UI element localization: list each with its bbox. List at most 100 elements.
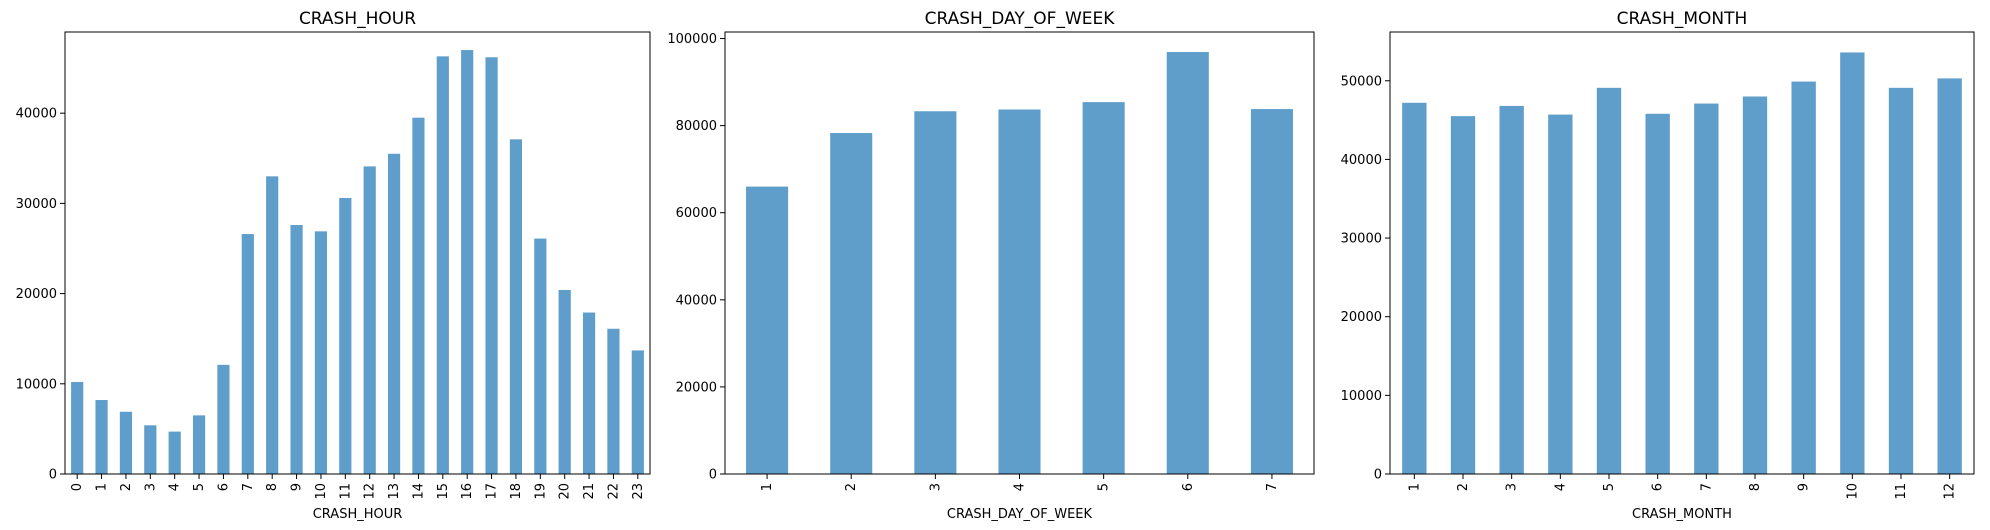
x-tick-label: 1 — [95, 483, 110, 491]
bar-4 — [1548, 114, 1573, 474]
bar-5 — [192, 415, 206, 474]
bar-12 — [1937, 78, 1962, 475]
y-tick-label: 0 — [1374, 468, 1382, 483]
x-axis-label: CRASH_HOUR — [313, 507, 403, 522]
x-tick-label: 12 — [363, 483, 378, 500]
y-tick-label: 20000 — [676, 380, 717, 395]
y-tick-label: 100000 — [667, 32, 717, 47]
x-tick-label: 13 — [387, 483, 402, 500]
x-tick-label: 10 — [314, 483, 329, 500]
bar-12 — [363, 166, 376, 474]
x-tick-label: 9 — [1797, 483, 1812, 491]
x-tick-label: 21 — [582, 483, 597, 500]
x-tick-label: 11 — [1894, 483, 1909, 500]
y-tick-label: 40000 — [16, 107, 57, 122]
x-tick-label: 10 — [1845, 483, 1860, 500]
y-tick-label: 30000 — [16, 197, 57, 212]
bar-23 — [631, 350, 644, 474]
plot-frame — [64, 31, 651, 475]
x-tick-label: 8 — [1748, 483, 1763, 491]
x-tick-label: 17 — [485, 483, 500, 500]
x-tick-label: 19 — [533, 483, 548, 500]
bar-6 — [1645, 113, 1670, 474]
bar-9 — [290, 225, 303, 474]
y-tick-label: 80000 — [676, 119, 717, 134]
bar-14 — [412, 117, 425, 474]
bar-8 — [1742, 96, 1768, 475]
x-tick-label: 6 — [1651, 483, 1666, 491]
x-tick-label: 0 — [70, 483, 85, 491]
chart-3: 1 2 3 4 5 6 7 8 9 10 11 120100002000030000400005000… — [1341, 9, 1975, 522]
plot-frame — [1389, 31, 1975, 475]
x-tick-label: 6 — [1181, 483, 1196, 491]
bar-2 — [1450, 116, 1476, 475]
chart-title: CRASH_MONTH — [1617, 9, 1748, 29]
y-tick-label: 0 — [49, 468, 57, 483]
x-tick-label: 5 — [1097, 483, 1112, 491]
bar-10 — [1840, 52, 1865, 474]
x-tick-label: 4 — [1553, 483, 1568, 491]
x-tick-label: 4 — [1013, 483, 1028, 491]
bar-1 — [1402, 102, 1427, 474]
bar-15 — [436, 56, 449, 475]
bar-0 — [71, 381, 84, 474]
x-tick-label: 2 — [1456, 483, 1471, 491]
bar-3 — [144, 425, 157, 474]
bar-8 — [266, 176, 279, 474]
bar-1 — [746, 186, 789, 474]
y-tick-label: 40000 — [1341, 153, 1382, 168]
bar-2 — [830, 133, 873, 474]
bar-1 — [95, 400, 108, 474]
bar-7 — [1694, 103, 1719, 474]
x-tick-label: 2 — [119, 483, 134, 491]
bar-4 — [998, 109, 1041, 474]
bar-5 — [1082, 102, 1125, 475]
x-tick-label: 3 — [928, 483, 943, 491]
y-tick-label: 30000 — [1341, 232, 1382, 247]
x-tick-label: 8 — [265, 483, 280, 491]
y-tick-label: 50000 — [1341, 74, 1382, 89]
bar-18 — [509, 139, 523, 474]
x-tick-label: 9 — [290, 483, 305, 491]
y-tick-label: 40000 — [676, 293, 717, 308]
x-tick-label: 16 — [460, 483, 475, 500]
bar-7 — [241, 234, 254, 474]
bar-17 — [485, 57, 498, 474]
x-tick-label: 11 — [338, 483, 353, 500]
x-axis-label: CRASH_MONTH — [1632, 507, 1732, 522]
bar-3 — [1499, 105, 1524, 475]
bar-11 — [1888, 87, 1914, 474]
y-tick-label: 60000 — [676, 206, 717, 221]
bar-6 — [1166, 52, 1209, 474]
x-tick-label: 15 — [436, 483, 451, 500]
chart-2: 1 2 3 4 5 6 7 0 20000 40000 60000 80000 100000 CRASH_… — [667, 9, 1315, 522]
x-axis-label: CRASH_DAY_OF_WEEK — [947, 507, 1093, 522]
bar-16 — [461, 50, 474, 474]
bar-5 — [1596, 87, 1622, 474]
y-tick-label: 0 — [709, 468, 717, 483]
chart-1: 0 1 2 3 4 5 6 7 8 9 10 11 12 13 14 15 16 17 18 19 20 21 22 2301… — [16, 9, 651, 522]
y-tick-label: 20000 — [16, 287, 57, 302]
x-tick-label: 7 — [1265, 483, 1280, 491]
y-tick-label: 10000 — [1341, 389, 1382, 404]
x-tick-label: 23 — [631, 483, 646, 500]
bar-4 — [168, 431, 181, 474]
x-tick-label: 1 — [1407, 483, 1422, 491]
x-tick-label: 6 — [216, 483, 231, 491]
x-tick-label: 14 — [411, 483, 426, 500]
bar-19 — [534, 238, 547, 474]
bar-10 — [314, 231, 328, 474]
y-tick-label: 10000 — [16, 377, 57, 392]
x-tick-label: 12 — [1943, 483, 1958, 500]
x-tick-label: 4 — [168, 483, 183, 491]
x-tick-label: 7 — [241, 483, 256, 491]
bar-21 — [582, 312, 596, 474]
x-tick-label: 1 — [760, 483, 775, 491]
x-tick-label: 22 — [606, 483, 621, 500]
bar-3 — [914, 111, 957, 474]
x-tick-label: 3 — [143, 483, 158, 491]
x-tick-label: 7 — [1699, 483, 1714, 491]
bar-13 — [387, 153, 401, 474]
x-tick-label: 3 — [1505, 483, 1520, 491]
